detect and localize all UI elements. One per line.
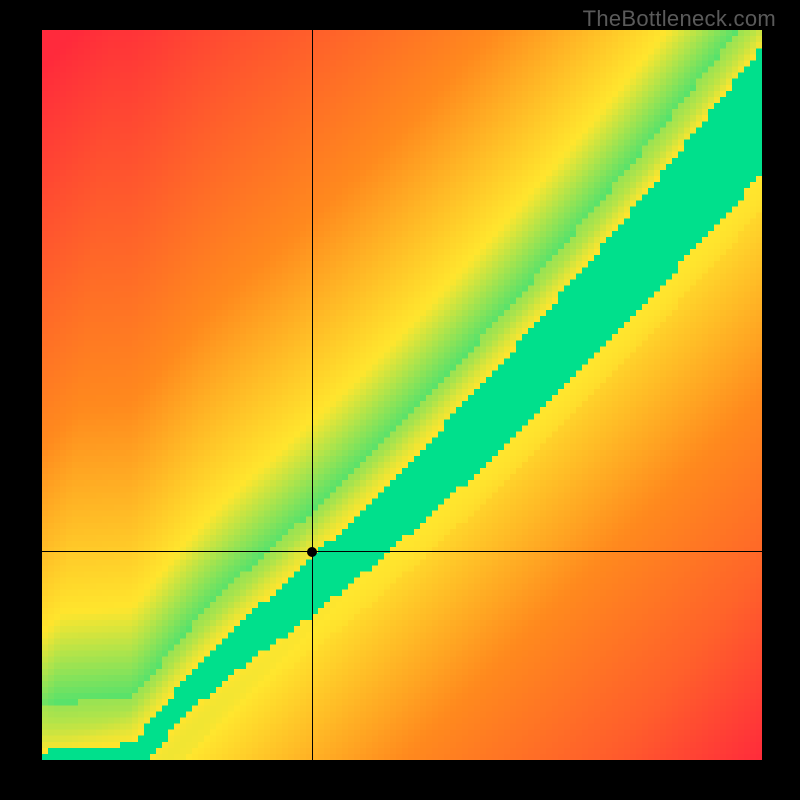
- watermark-text: TheBottleneck.com: [583, 6, 776, 32]
- heatmap-plot-area: [42, 30, 762, 760]
- crosshair-horizontal-line: [42, 551, 762, 552]
- crosshair-vertical-line: [312, 30, 313, 760]
- crosshair-marker-dot: [307, 547, 317, 557]
- heatmap-canvas: [42, 30, 762, 760]
- root-container: TheBottleneck.com: [0, 0, 800, 800]
